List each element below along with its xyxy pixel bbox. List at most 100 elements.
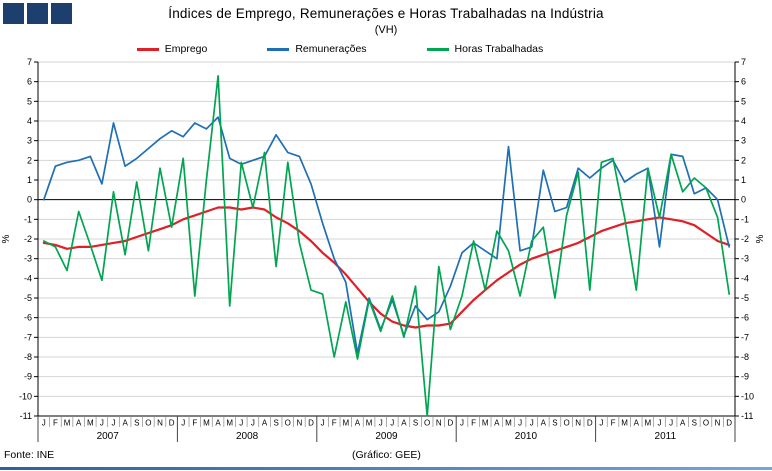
svg-text:2: 2 xyxy=(741,155,746,165)
svg-text:-3: -3 xyxy=(741,254,749,264)
svg-text:J: J xyxy=(321,419,325,428)
svg-text:M: M xyxy=(366,419,373,428)
svg-text:2011: 2011 xyxy=(655,431,677,442)
svg-text:A: A xyxy=(355,419,361,428)
svg-text:A: A xyxy=(541,419,547,428)
svg-text:F: F xyxy=(332,419,337,428)
svg-text:A: A xyxy=(76,419,82,428)
svg-text:D: D xyxy=(587,419,593,428)
svg-text:5: 5 xyxy=(27,96,32,106)
remuneracoes-line-swatch xyxy=(267,47,290,51)
svg-text:S: S xyxy=(134,419,139,428)
svg-text:-5: -5 xyxy=(741,293,749,303)
svg-text:0: 0 xyxy=(741,195,746,205)
svg-text:2007: 2007 xyxy=(97,431,120,442)
svg-text:F: F xyxy=(471,419,476,428)
legend-label-horas: Horas Trabalhadas xyxy=(454,43,544,55)
line-chart: 7 7 6 6 5 5 4 4 3 3 2 2 1 1 0 0 -1 -1 -2 -2 -3 -3 -4 -4 -5 -5 -6 -6… xyxy=(1,57,766,442)
logo-square-1 xyxy=(3,3,24,24)
svg-text:S: S xyxy=(273,419,278,428)
page-title: Índices de Emprego, Remunerações e Horas… xyxy=(168,6,604,21)
svg-text:O: O xyxy=(563,419,569,428)
svg-text:%: % xyxy=(1,234,12,243)
svg-text:4: 4 xyxy=(27,116,32,126)
svg-text:J: J xyxy=(390,419,394,428)
logo-square-3 xyxy=(51,3,72,24)
svg-text:O: O xyxy=(703,419,709,428)
svg-text:J: J xyxy=(518,419,522,428)
legend-label-emprego: Emprego xyxy=(164,43,208,55)
svg-text:3: 3 xyxy=(27,136,32,146)
svg-text:-7: -7 xyxy=(741,332,749,342)
bottom-divider xyxy=(0,467,772,470)
svg-text:D: D xyxy=(169,419,175,428)
page-subtitle: (VH) xyxy=(374,24,398,36)
svg-text:-4: -4 xyxy=(741,273,749,283)
svg-text:M: M xyxy=(505,419,512,428)
svg-text:-2: -2 xyxy=(24,234,32,244)
svg-text:M: M xyxy=(226,419,233,428)
svg-text:A: A xyxy=(215,419,221,428)
svg-text:J: J xyxy=(379,419,383,428)
svg-text:6: 6 xyxy=(27,77,32,87)
svg-text:S: S xyxy=(413,419,418,428)
svg-text:D: D xyxy=(308,419,314,428)
svg-text:J: J xyxy=(599,419,603,428)
svg-text:M: M xyxy=(645,419,652,428)
svg-text:1: 1 xyxy=(27,175,32,185)
logo-square-2 xyxy=(27,3,48,24)
svg-text:-1: -1 xyxy=(741,214,749,224)
svg-text:O: O xyxy=(424,419,430,428)
svg-text:O: O xyxy=(145,419,151,428)
horas-line-swatch xyxy=(426,47,449,51)
svg-text:A: A xyxy=(401,419,407,428)
svg-text:7: 7 xyxy=(27,57,32,67)
svg-text:J: J xyxy=(530,419,534,428)
svg-text:-10: -10 xyxy=(741,391,754,401)
svg-text:N: N xyxy=(157,419,163,428)
svg-text:F: F xyxy=(53,419,58,428)
svg-text:S: S xyxy=(692,419,697,428)
svg-text:A: A xyxy=(634,419,640,428)
svg-text:J: J xyxy=(669,419,673,428)
svg-text:-6: -6 xyxy=(741,313,749,323)
svg-text:-8: -8 xyxy=(741,352,749,362)
svg-text:A: A xyxy=(262,419,268,428)
svg-text:-2: -2 xyxy=(741,234,749,244)
svg-text:N: N xyxy=(296,419,302,428)
svg-text:7: 7 xyxy=(741,57,746,67)
svg-text:2008: 2008 xyxy=(236,431,259,442)
svg-text:-9: -9 xyxy=(24,372,32,382)
svg-text:M: M xyxy=(203,419,210,428)
svg-text:-9: -9 xyxy=(741,372,749,382)
svg-text:3: 3 xyxy=(741,136,746,146)
svg-text:A: A xyxy=(494,419,500,428)
svg-text:-6: -6 xyxy=(24,313,32,323)
svg-text:J: J xyxy=(112,419,116,428)
svg-text:1: 1 xyxy=(741,175,746,185)
svg-text:2009: 2009 xyxy=(375,431,398,442)
svg-text:J: J xyxy=(657,419,661,428)
emprego-line-swatch xyxy=(136,47,159,51)
svg-text:D: D xyxy=(726,419,732,428)
svg-text:F: F xyxy=(192,419,197,428)
svg-text:5: 5 xyxy=(741,96,746,106)
svg-text:-5: -5 xyxy=(24,293,32,303)
chart-legend: Emprego Remunerações Horas Trabalhadas xyxy=(40,43,640,55)
svg-text:2: 2 xyxy=(27,155,32,165)
svg-text:J: J xyxy=(239,419,243,428)
svg-text:J: J xyxy=(100,419,104,428)
svg-text:N: N xyxy=(715,419,721,428)
svg-text:J: J xyxy=(460,419,464,428)
source-note: Fonte: INE xyxy=(4,449,55,461)
logo-squares xyxy=(3,3,72,24)
svg-text:N: N xyxy=(436,419,442,428)
svg-text:-3: -3 xyxy=(24,254,32,264)
svg-text:M: M xyxy=(621,419,628,428)
svg-text:-1: -1 xyxy=(24,214,32,224)
svg-text:-11: -11 xyxy=(20,411,32,421)
svg-text:F: F xyxy=(611,419,616,428)
svg-text:M: M xyxy=(343,419,350,428)
legend-item-horas: Horas Trabalhadas xyxy=(426,43,544,55)
svg-text:S: S xyxy=(552,419,557,428)
